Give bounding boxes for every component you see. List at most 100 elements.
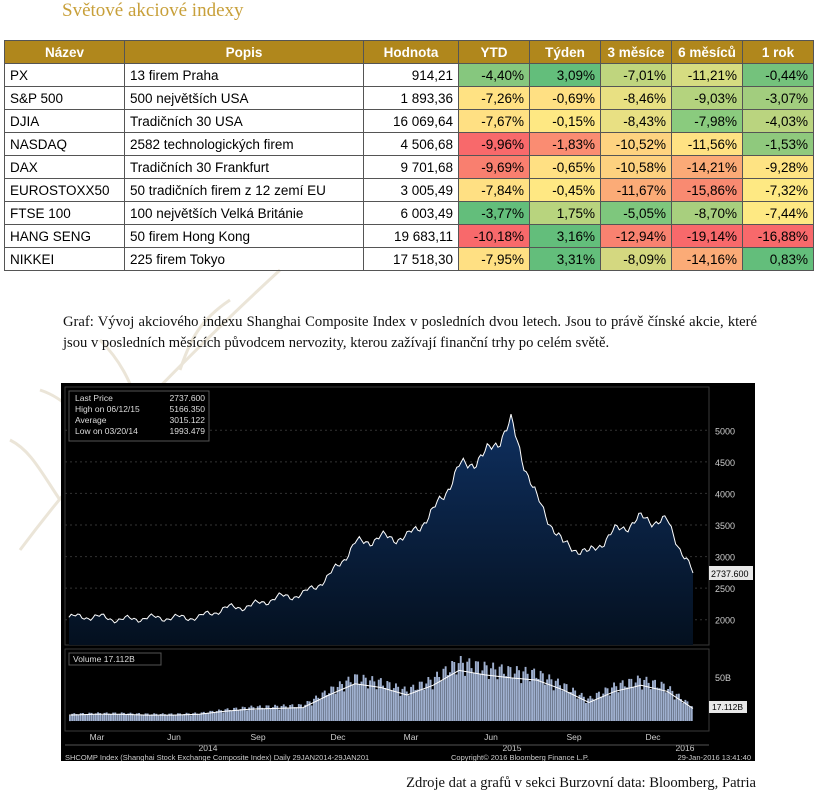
volume-bar <box>371 676 374 721</box>
volume-bar <box>643 680 646 721</box>
volume-bar <box>652 680 654 721</box>
volume-bar <box>552 690 555 721</box>
volume-bar <box>420 681 423 721</box>
volume-bar <box>386 681 389 721</box>
change-cell: -1,53% <box>742 132 814 156</box>
volume-bar <box>367 688 369 721</box>
change-cell: -11,21% <box>671 63 743 87</box>
table-row: NIKKEI 225 firem Tokyo 17 518,30 -7,95% 3,31… <box>4 247 814 271</box>
volume-bar <box>222 712 225 721</box>
volume-bar <box>503 673 505 721</box>
index-value: 3 005,49 <box>363 178 459 202</box>
volume-bar <box>582 696 585 721</box>
volume-bar <box>317 697 320 721</box>
volume-bar <box>135 713 138 721</box>
volume-bar <box>157 715 160 721</box>
change-cell: 3,16% <box>529 224 601 248</box>
chart-footer-bg <box>61 752 755 761</box>
y-tick-label: 5000 <box>715 426 735 436</box>
volume-bar <box>267 705 270 721</box>
volume-bar <box>414 690 417 721</box>
volume-bar <box>436 671 438 721</box>
volume-bar <box>200 712 203 721</box>
volume-bar <box>129 712 132 721</box>
volume-bar <box>474 661 477 721</box>
volume-bar <box>241 706 244 721</box>
volume-bar <box>416 689 419 721</box>
change-cell: -9,28% <box>742 155 814 179</box>
index-value: 4 506,68 <box>363 132 459 156</box>
volume-bar <box>462 662 464 721</box>
volume-panel-frame <box>64 648 710 732</box>
volume-bar <box>272 707 274 721</box>
volume-bar <box>127 713 130 721</box>
y-tick-label: 2500 <box>715 584 735 594</box>
volume-bar <box>358 683 361 721</box>
volume-bar <box>375 689 378 721</box>
volume-bar <box>269 708 272 721</box>
volume-bar <box>669 686 672 721</box>
volume-bar <box>228 710 231 721</box>
volume-bar <box>410 686 412 721</box>
legend-label: High on 06/12/15 <box>75 404 140 414</box>
volume-bar <box>287 708 289 721</box>
x-tick-label: Dec <box>330 732 346 742</box>
volume-bar <box>306 701 309 721</box>
legend-label: Average <box>75 415 107 425</box>
volume-bar <box>297 704 300 721</box>
volume-bar <box>256 706 259 721</box>
volume-bar <box>101 714 104 721</box>
volume-bar <box>276 705 279 721</box>
change-cell: -8,70% <box>671 201 743 225</box>
volume-bar <box>477 661 479 721</box>
volume-bar <box>628 678 631 721</box>
index-name: DAX <box>4 155 125 179</box>
volume-bar <box>384 688 387 721</box>
index-description: 50 tradičních firem z 12 zemí EU <box>124 178 364 202</box>
volume-bar <box>526 673 529 721</box>
volume-bar <box>110 714 112 721</box>
volume-bar <box>349 682 352 721</box>
volume-bar <box>356 674 359 721</box>
volume-bar <box>569 692 572 721</box>
index-name: HANG SENG <box>4 224 125 248</box>
volume-bar <box>332 686 335 721</box>
table-row: EUROSTOXX50 50 tradičních firem z 12 zemí… <box>4 178 814 202</box>
volume-bar <box>587 698 590 721</box>
shcomp-chart: 2000 2500 3000 3500 4000 4500 5000 2737.600 Last… <box>61 383 755 762</box>
index-value: 9 701,68 <box>363 155 459 179</box>
volume-bar <box>468 658 471 721</box>
volume-bar <box>334 693 337 721</box>
volume-bar <box>99 713 102 721</box>
volume-bar <box>259 705 261 721</box>
volume-bar <box>440 681 443 721</box>
volume-bar <box>589 695 592 721</box>
volume-bar <box>325 695 328 721</box>
volume-legend-box <box>68 652 162 666</box>
change-cell: -3,77% <box>458 201 530 225</box>
last-price-box <box>709 566 753 580</box>
volume-bar <box>79 713 82 721</box>
volume-bar <box>442 668 445 721</box>
volume-bar <box>466 661 469 721</box>
volume-bar <box>623 686 626 721</box>
volume-bar <box>362 674 365 721</box>
volume-bar <box>671 690 674 721</box>
volume-bar <box>246 710 248 721</box>
volume-bar <box>626 687 628 721</box>
legend-box <box>68 390 210 442</box>
volume-bar <box>641 689 644 721</box>
volume-bar <box>455 674 458 721</box>
volume-bar <box>498 666 501 721</box>
change-cell: -0,44% <box>742 63 814 87</box>
volume-bar <box>338 681 341 721</box>
volume-bar <box>535 677 538 721</box>
volume-bar <box>82 713 84 721</box>
volume-bar <box>576 698 579 721</box>
volume-bar <box>168 713 171 721</box>
volume-bar <box>634 682 637 721</box>
volume-bar <box>541 673 544 721</box>
volume-bar <box>207 712 210 721</box>
volume-bar <box>138 713 140 721</box>
change-cell: -0,15% <box>529 109 601 133</box>
